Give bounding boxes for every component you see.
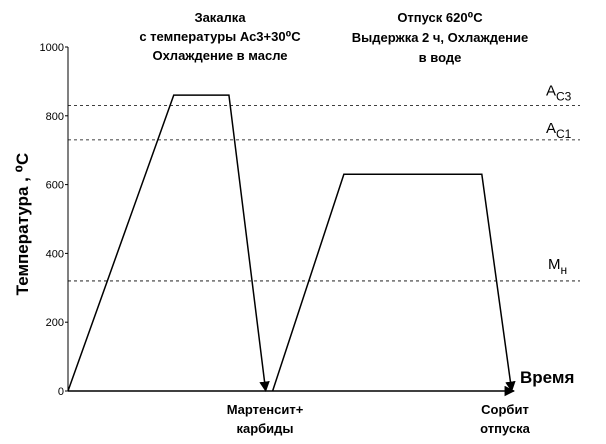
series-line [67,94,270,393]
y-tick-label: 400 [46,248,64,260]
annotation: Выдержка 2 ч, Охлаждение [352,30,529,45]
reference-label: Mн [548,256,567,277]
annotation: Закалка [194,10,246,25]
reference-label: AC1 [546,120,572,141]
annotation: с температуры Ас3+30⁰С [139,29,301,44]
reference-label-main: A [546,120,556,137]
reference-label-sub: C3 [556,89,572,103]
y-tick-label: 600 [46,180,64,192]
y-tick-label: 0 [58,386,64,398]
y-tick-label: 800 [46,111,64,123]
reference-label-sub: н [561,263,568,277]
x-axis-label: Время [520,368,574,387]
y-tick-label: 200 [46,317,64,329]
reference-label: AC3 [546,82,572,103]
y-axis-label: Температура , ⁰С [13,153,32,296]
reference-label-main: M [548,256,561,273]
annotation: Мартенсит+ [227,402,304,417]
annotation: карбиды [236,421,293,436]
annotation: в воде [419,50,462,65]
annotation: Охлаждение в масле [152,48,287,63]
reference-label-sub: C1 [556,127,572,141]
annotation: отпуска [480,421,530,436]
annotation: Отпуск 620⁰С [397,10,483,25]
series-line [271,173,516,393]
annotation: Сорбит [481,402,529,417]
reference-label-main: A [546,82,556,99]
y-tick-label: 1000 [40,42,64,54]
